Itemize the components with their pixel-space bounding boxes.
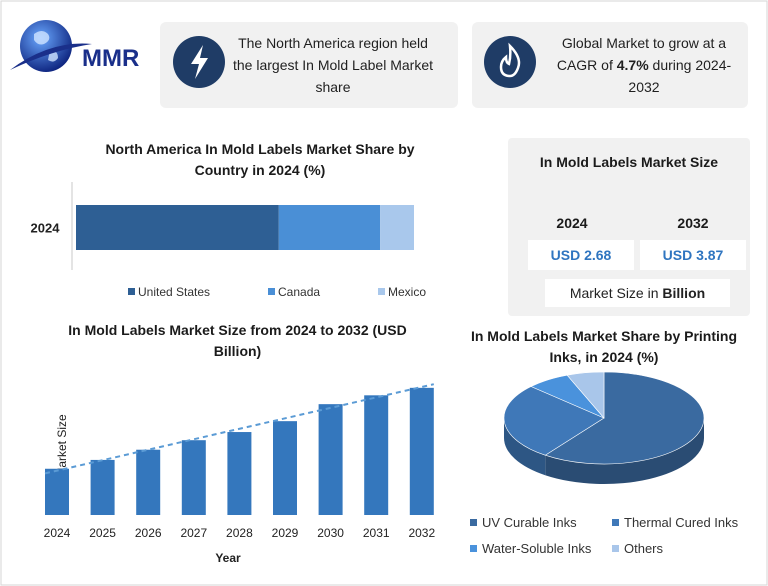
card-text: Global Market to grow at a CAGR of 4.7% … bbox=[546, 32, 742, 98]
market-size-panel bbox=[508, 138, 750, 316]
x-tick-label: 2024 bbox=[44, 526, 71, 540]
y-axis-label: Market Size bbox=[55, 414, 69, 478]
legend-label: United States bbox=[138, 285, 210, 299]
bar bbox=[181, 440, 206, 515]
pie-slice bbox=[566, 371, 605, 419]
legend-label: UV Curable Inks bbox=[482, 515, 577, 530]
panel-title: In Mold Labels Market Size bbox=[539, 154, 719, 170]
bar bbox=[45, 468, 69, 515]
unit-note: Market Size in Billion bbox=[545, 279, 730, 307]
pie-side bbox=[545, 418, 704, 484]
legend-swatch bbox=[128, 288, 135, 295]
x-tick-label: 2028 bbox=[226, 526, 253, 540]
year-label: 2032 bbox=[677, 215, 709, 231]
logo-text: MMR bbox=[82, 45, 139, 72]
chart-title: North America In Mold Labels Market Shar… bbox=[105, 141, 415, 178]
legend-swatch bbox=[470, 519, 477, 526]
card-text: The North America region held the larges… bbox=[233, 35, 433, 95]
legend-label: Water-Soluble Inks bbox=[482, 541, 592, 556]
bar-segment bbox=[278, 205, 381, 250]
trend-line bbox=[44, 383, 435, 475]
bar bbox=[364, 395, 389, 515]
legend-label: Others bbox=[624, 541, 664, 556]
x-tick-label: 2031 bbox=[363, 526, 390, 540]
value-box: USD 3.87 bbox=[640, 240, 746, 270]
legend-swatch bbox=[470, 545, 477, 552]
x-tick-label: 2030 bbox=[317, 526, 344, 540]
legend-swatch bbox=[268, 288, 275, 295]
x-tick-label: 2026 bbox=[135, 526, 162, 540]
year-label: 2024 bbox=[556, 215, 588, 231]
x-tick-label: 2025 bbox=[89, 526, 116, 540]
lightning-icon bbox=[191, 45, 208, 79]
card bbox=[472, 22, 748, 108]
bar-segment bbox=[76, 205, 279, 250]
pie-slice bbox=[503, 386, 605, 456]
text: Market Size in bbox=[569, 285, 663, 301]
chart-title: In Mold Labels Market Size from 2024 to … bbox=[68, 322, 407, 359]
highlight: 4.7% bbox=[616, 57, 649, 73]
value-box: USD 2.68 bbox=[528, 240, 634, 270]
logo-globe bbox=[10, 20, 92, 72]
x-tick-label: 2029 bbox=[272, 526, 299, 540]
legend-swatch bbox=[612, 519, 619, 526]
legend-swatch bbox=[612, 545, 619, 552]
legend-label: Canada bbox=[278, 285, 320, 299]
pie-side bbox=[504, 418, 546, 476]
bar bbox=[409, 387, 434, 515]
legend-label: Thermal Cured Inks bbox=[624, 515, 739, 530]
bar bbox=[136, 449, 161, 515]
bar bbox=[227, 432, 252, 515]
flame-icon bbox=[499, 42, 521, 78]
bar bbox=[318, 404, 343, 515]
text: Global Market to grow at a CAGR of bbox=[556, 35, 727, 73]
x-tick-label: 2032 bbox=[408, 526, 435, 540]
bar bbox=[273, 421, 297, 515]
x-tick-label: 2027 bbox=[180, 526, 207, 540]
bar-segment bbox=[380, 205, 414, 250]
bar bbox=[90, 459, 115, 515]
text: during 2024-2032 bbox=[628, 57, 732, 95]
legend-label: Mexico bbox=[388, 285, 426, 299]
pie-slice bbox=[544, 371, 705, 465]
highlight: Billion bbox=[662, 285, 706, 301]
category-label: 2024 bbox=[31, 221, 61, 236]
chart-title: In Mold Labels Market Share by Printing … bbox=[470, 328, 738, 365]
card bbox=[160, 22, 458, 108]
x-axis-label: Year bbox=[215, 551, 241, 565]
legend-swatch bbox=[378, 288, 385, 295]
